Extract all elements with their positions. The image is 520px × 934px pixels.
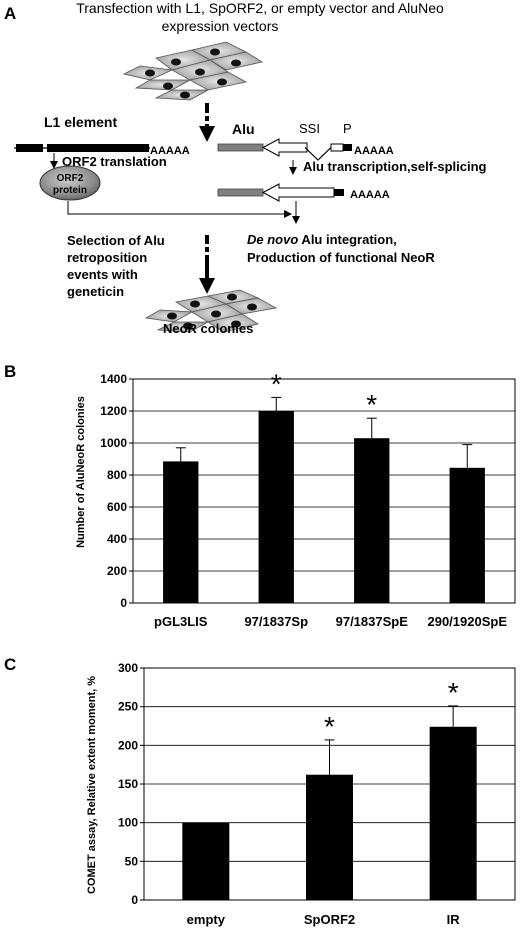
l1-polya-label: AAAAA — [150, 145, 190, 157]
y-tick-label: 300 — [118, 661, 138, 675]
alu-polya-label: AAAAA — [354, 145, 394, 157]
y-tick-label: 0 — [131, 893, 138, 907]
significance-star: * — [271, 368, 282, 399]
denovo-rest: Alu integration, — [298, 232, 396, 247]
x-tick-label: pGL3LIS — [154, 614, 208, 629]
y-tick-label: 0 — [120, 596, 127, 610]
y-tick-label: 1400 — [100, 372, 127, 386]
y-tick-label: 150 — [118, 777, 138, 791]
orf2-translation-step: ORF2 translation ORF2 protein — [39, 153, 167, 201]
y-tick-label: 1000 — [100, 436, 127, 450]
panel-a-letter: A — [4, 4, 16, 23]
orf2-protein-label-line1: ORF2 — [57, 173, 84, 184]
panel-b-letter: B — [4, 362, 16, 381]
x-tick-label: 290/1920SpE — [427, 614, 507, 629]
bar-290-1920spe — [449, 467, 485, 603]
y-tick-label: 50 — [125, 854, 139, 868]
cell-cluster-top-image — [122, 41, 264, 101]
y-tick-label: 600 — [107, 500, 127, 514]
alu-label: Alu — [232, 121, 255, 137]
panel-a: A Transfection with L1, SpORF2, or empty… — [4, 0, 487, 336]
significance-star: * — [366, 389, 377, 420]
bar-97-1837spe — [354, 438, 390, 603]
arrow-down-selection — [199, 235, 215, 294]
cell-cluster-bottom-image — [144, 289, 278, 333]
y-tick-label: 200 — [118, 738, 138, 752]
selection-label-line1: Selection of Alu — [67, 233, 165, 248]
alu-construct: Alu SSI P AAAAA — [217, 121, 394, 161]
neor-colonies-label: NeoR colonies — [163, 321, 253, 336]
p-label: P — [343, 121, 352, 136]
panel-c-chart: C COMET assay, Relative extent moment, %… — [4, 655, 516, 927]
orf2-protein-image — [39, 165, 101, 201]
production-label: Production of functional NeoR — [247, 250, 435, 265]
panel-a-title-line2: expression vectors — [162, 18, 279, 34]
selection-label-line2: retroposition — [67, 250, 147, 265]
x-tick-label: 97/1837SpE — [336, 614, 409, 629]
l1-element-construct: AAAAA L1 element — [14, 114, 190, 157]
selection-label-line3: events with — [67, 267, 138, 282]
orf2-protein-label-line2: protein — [53, 185, 87, 196]
y-tick-label: 200 — [107, 564, 127, 578]
panel-b-ylabel: Number of AluNeoR colonies — [75, 396, 87, 548]
arrow-down-transfection — [199, 103, 215, 142]
panel-c-ylabel: COMET assay, Relative extent moment, % — [86, 676, 98, 894]
ssi-label: SSI — [299, 121, 320, 136]
alu-spliced-transcript: AAAAA — [217, 183, 390, 202]
y-tick-label: 400 — [107, 532, 127, 546]
y-tick-label: 250 — [118, 700, 138, 714]
x-tick-label: SpORF2 — [304, 912, 355, 927]
significance-star: * — [448, 677, 459, 708]
alu-polya-label-2: AAAAA — [350, 189, 390, 201]
y-tick-label: 100 — [118, 816, 138, 830]
panel-a-title-line1: Transfection with L1, SpORF2, or empty v… — [76, 0, 444, 16]
bar-empty — [182, 822, 230, 900]
x-tick-label: empty — [187, 912, 226, 927]
orf2-translation-label: ORF2 translation — [62, 154, 167, 169]
plot-frame — [132, 378, 516, 604]
bar-97-1837sp — [258, 411, 294, 603]
x-tick-label: IR — [447, 912, 461, 927]
alu-transcription-label: Alu transcription,self-splicing — [303, 159, 487, 174]
panel-c-letter: C — [4, 655, 16, 674]
significance-star: * — [324, 711, 335, 742]
denovo-label: De novo Alu integration, — [247, 232, 397, 247]
bar-sporf2 — [306, 774, 353, 900]
l1-element-label: L1 element — [44, 114, 117, 130]
bar-pgl3lis — [163, 461, 199, 603]
bar-ir — [429, 726, 477, 900]
selection-label-line4: geneticin — [67, 284, 124, 299]
denovo-italic: De novo — [247, 232, 298, 247]
arrow-converge — [67, 201, 300, 224]
x-tick-label: 97/1837Sp — [244, 614, 308, 629]
panel-b-chart: B Number of AluNeoR colonies 0 200 400 600 8… — [4, 362, 516, 629]
y-tick-label: 800 — [107, 468, 127, 482]
y-tick-label: 1200 — [100, 404, 127, 418]
